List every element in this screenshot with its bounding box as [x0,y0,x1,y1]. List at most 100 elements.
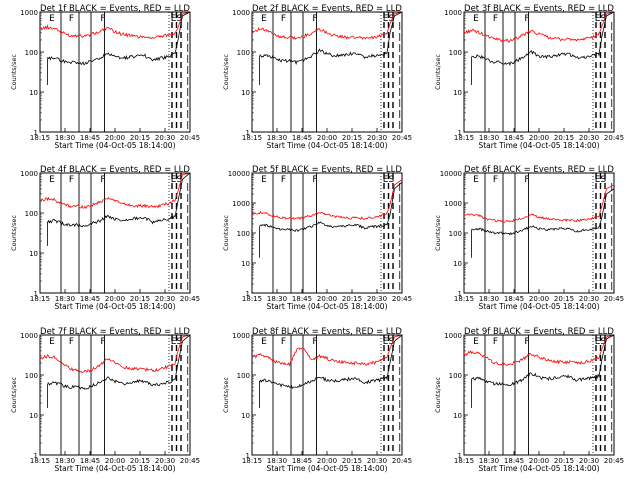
x-tick-label: 20:30 [367,134,387,142]
y-tick-label: 1 [458,290,462,298]
y-axis-label: Counts/sec [434,377,442,413]
marker-label: F [69,14,74,24]
marker-label: ES [383,175,395,185]
events-series-line [471,334,615,387]
y-tick-label: 1000 [20,170,38,178]
y-tick-label: 100 [25,372,38,380]
marker-label: F [524,175,529,185]
marker-label: E [261,337,267,347]
x-tick-label: 18:45 [292,295,312,303]
x-tick-label: 20:30 [579,295,599,303]
x-tick-label: 18:45 [292,457,312,465]
x-tick-label: 20:30 [155,457,175,465]
y-axis-label: Counts/sec [222,54,230,90]
marker-label: F [281,14,286,24]
x-tick-label: 20:00 [317,134,337,142]
y-tick-label: 10 [241,412,250,420]
plot-frame [251,172,403,294]
y-tick-label: 100 [25,49,38,57]
x-tick-label: 20:00 [529,295,549,303]
y-tick-label: 1000 [232,200,250,208]
y-tick-label: 10 [453,412,462,420]
y-tick-label: 10 [453,89,462,97]
y-tick-label: 1000 [444,332,462,340]
lld-series-line [251,11,403,41]
x-axis-label: Start Time (04-Oct-05 18:14:00) [478,141,599,150]
lld-series-line [251,334,403,367]
panel-4: Det 4f BLACK = Events, RED = LLD 1 10 100 10… [10,165,200,311]
y-axis-label: Counts/sec [10,377,18,413]
y-tick-label: 10 [29,250,38,258]
x-tick-label: 20:00 [105,457,125,465]
y-tick-label: 100 [237,372,250,380]
x-tick-label: 20:15 [342,295,362,303]
marker-label: F [312,337,317,347]
y-tick-label: 100 [237,49,250,57]
x-axis-label: Start Time (04-Oct-05 18:14:00) [54,464,175,473]
y-tick-label: 1 [458,129,462,137]
x-tick-label: 18:15 [30,134,50,142]
marker-label: ES [595,337,607,347]
marker-label: F [493,337,498,347]
lld-series-line [40,172,191,210]
x-tick-label: 20:15 [554,457,574,465]
marker-label: F [312,175,317,185]
panel-5: Det 5f BLACK = Events, RED = LLD 1 10 100 10… [222,165,412,311]
lld-series-line [39,334,191,374]
events-series-line [471,188,615,236]
marker-label: ES [595,14,607,24]
x-tick-label: 20:00 [317,457,337,465]
x-tick-label: 20:00 [317,295,337,303]
x-tick-label: 18:30 [267,295,287,303]
events-series-line [259,181,403,233]
x-tick-label: 18:15 [242,457,262,465]
x-tick-label: 20:30 [579,134,599,142]
x-tick-label: 20:45 [392,134,412,142]
y-tick-label: 10 [29,412,38,420]
y-tick-label: 1000 [20,9,38,17]
y-tick-label: 10 [241,89,250,97]
y-tick-label: 100 [449,372,462,380]
y-tick-label: 100 [237,230,250,238]
y-tick-label: 1 [34,452,38,460]
y-axis-label: Counts/sec [222,377,230,413]
y-tick-label: 1000 [444,200,462,208]
y-tick-label: 100 [449,49,462,57]
marker-label: F [524,337,529,347]
lld-series-line [251,179,403,221]
panel-6: Det 6f BLACK = Events, RED = LLD 1 10 100 10… [434,165,624,311]
y-axis-label: Counts/sec [434,54,442,90]
plot-frame [463,334,615,456]
x-tick-label: 20:00 [105,134,125,142]
marker-label: ES [383,337,395,347]
marker-label: E [473,337,479,347]
marker-label: E [473,175,479,185]
y-tick-label: 1000 [232,9,250,17]
x-tick-label: 18:45 [80,295,100,303]
panel-title: Det 6f BLACK = Events, RED = LLD [464,165,614,175]
x-tick-label: 18:30 [55,134,75,142]
x-tick-label: 20:45 [604,134,624,142]
events-series-line [47,172,191,228]
marker-label: F [100,175,105,185]
marker-label: ES [171,14,183,24]
marker-label: ES [171,337,183,347]
x-tick-label: 18:15 [242,295,262,303]
marker-label: F [493,175,498,185]
y-tick-label: 100 [449,230,462,238]
marker-label: E [49,337,55,347]
x-tick-label: 18:15 [454,295,474,303]
y-tick-label: 10 [29,89,38,97]
y-tick-label: 1 [34,129,38,137]
marker-label: E [49,175,55,185]
events-series-line [471,11,615,67]
x-tick-label: 18:45 [504,295,524,303]
x-tick-label: 18:30 [479,295,499,303]
y-tick-label: 1 [246,452,250,460]
y-tick-label: 10 [453,260,462,268]
x-axis-label: Start Time (04-Oct-05 18:14:00) [478,302,599,311]
x-tick-label: 18:15 [454,457,474,465]
x-tick-label: 18:30 [55,295,75,303]
y-axis-label: Counts/sec [222,215,230,251]
